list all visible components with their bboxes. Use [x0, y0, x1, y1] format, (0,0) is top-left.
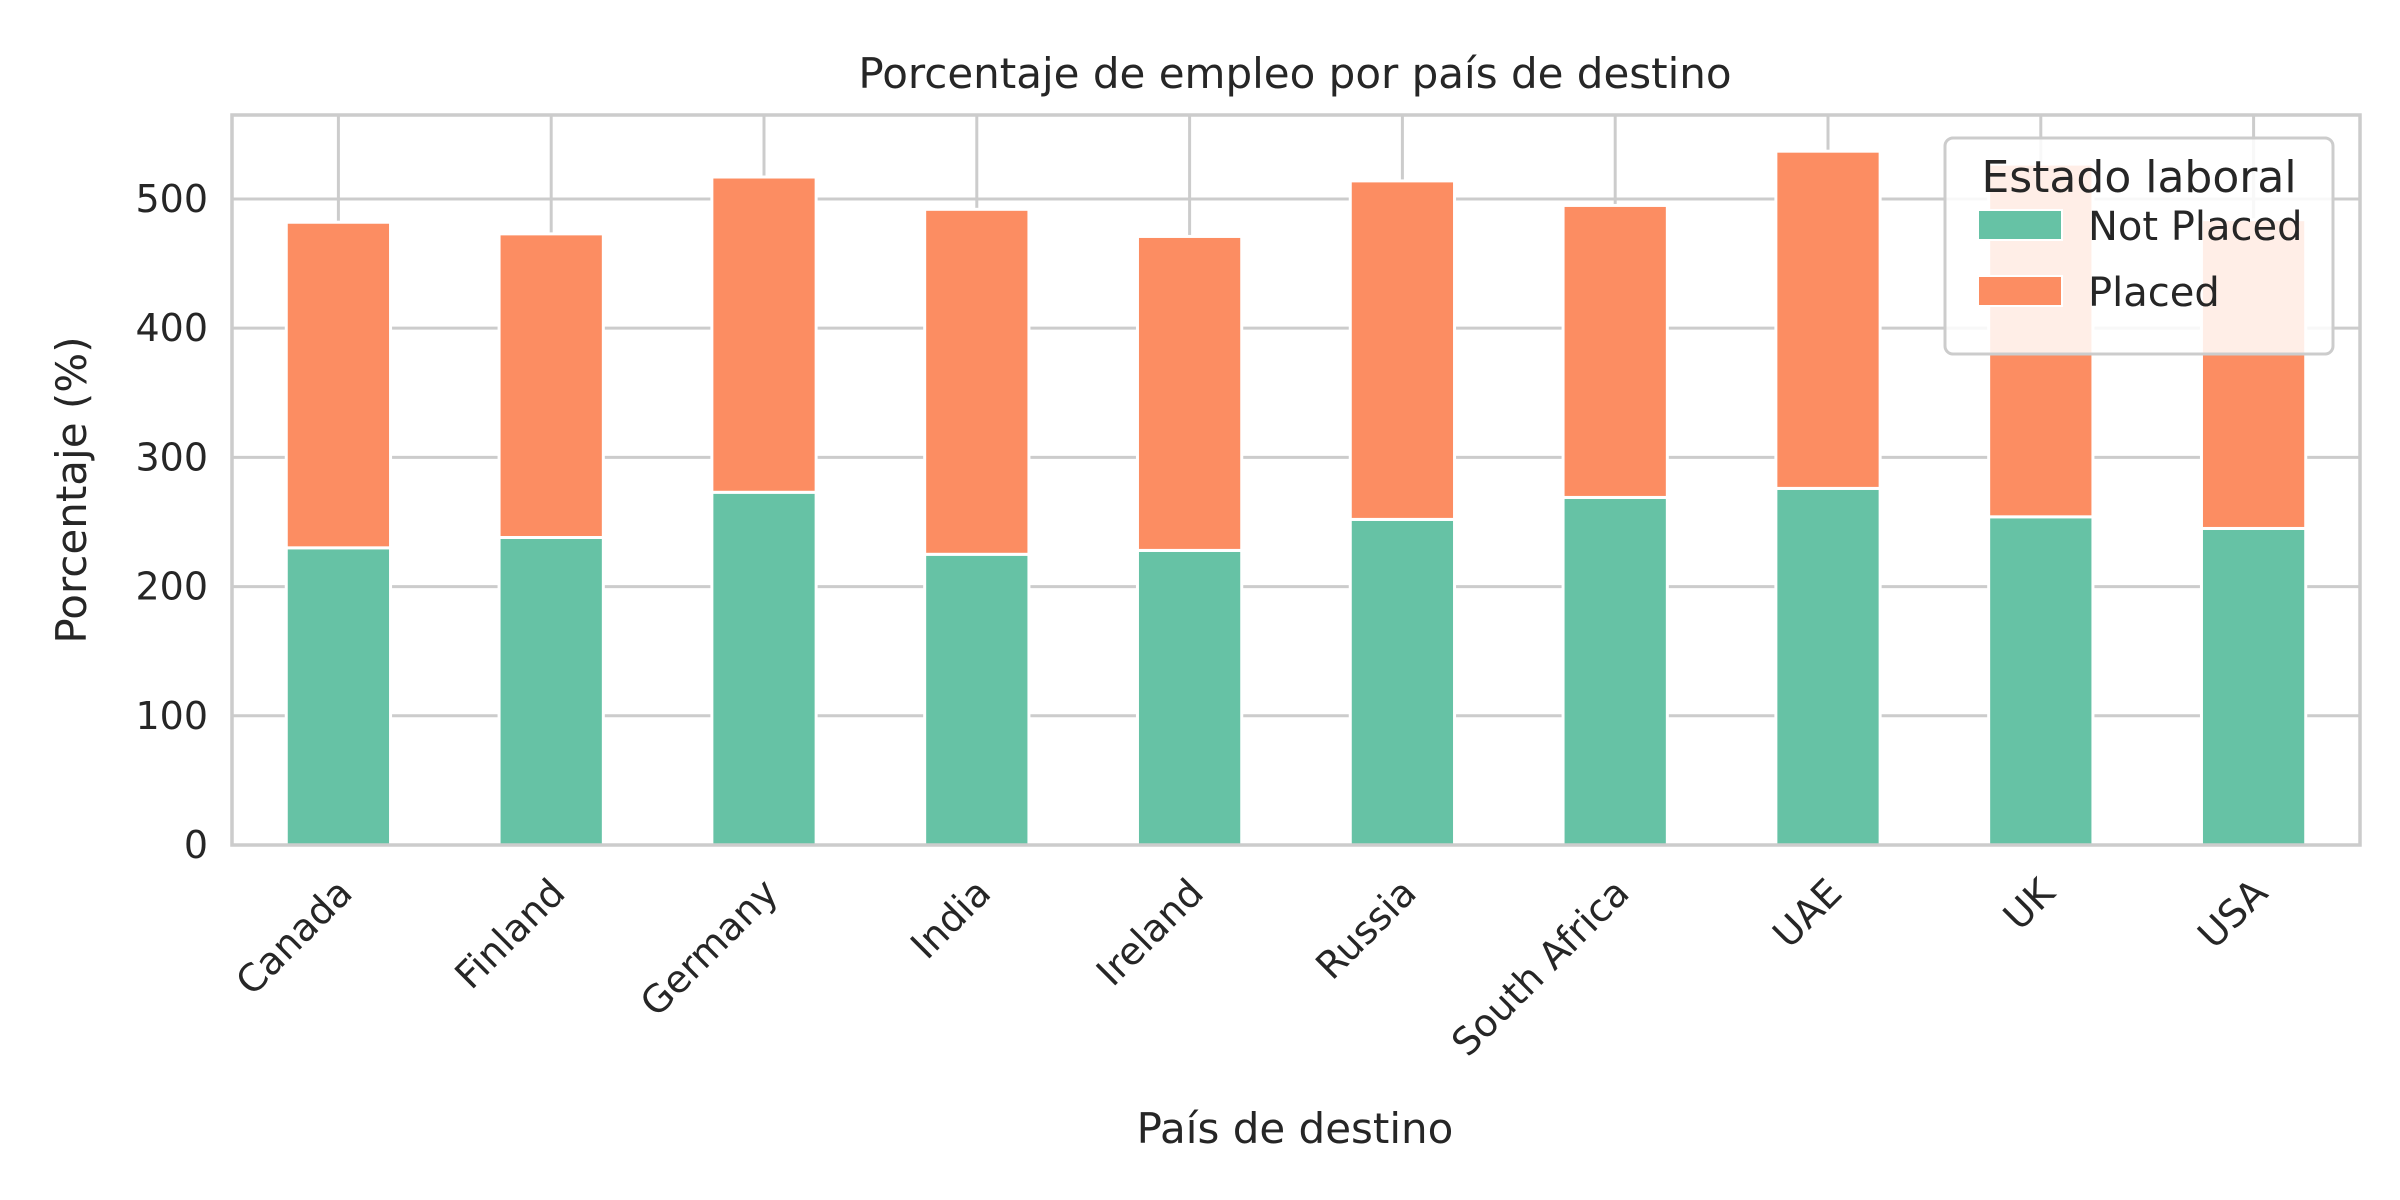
bar-placed [1774, 149, 1882, 490]
bar-placed [284, 220, 393, 550]
x-tick-label: Finland [446, 870, 573, 997]
x-tick-label: UK [1995, 869, 2064, 938]
y-tick-label: 200 [135, 565, 208, 609]
bar-not-placed [2199, 526, 2308, 847]
x-tick-labels: Canada Finland Germany India Ireland Russia So… [227, 869, 2276, 1064]
legend-swatch [1977, 209, 2063, 241]
x-tick-label: Russia [1307, 870, 1425, 988]
x-tick-label: UAE [1764, 870, 1850, 956]
bar-not-placed [1348, 517, 1457, 847]
bar-not-placed [1135, 548, 1244, 847]
chart-title: Porcentaje de empleo por país de destino [858, 49, 1731, 98]
bar-placed [1561, 203, 1669, 499]
y-tick-label: 400 [135, 306, 208, 350]
bar-placed [923, 207, 1031, 556]
legend-entry: Placed [2088, 270, 2220, 316]
legend-entry: Not Placed [2088, 204, 2303, 250]
plot-frame [230, 113, 2362, 847]
y-tick-labels: 0 100 200 300 400 500 [135, 177, 208, 867]
x-tick-label: Germany [632, 870, 787, 1025]
x-axis-label: País de destino [1137, 1104, 1454, 1153]
bar-not-placed [284, 546, 393, 847]
bar-placed [710, 175, 818, 494]
y-axis-label: Porcentaje (%) [47, 336, 96, 643]
bar-not-placed [1987, 515, 2095, 847]
bar-placed [1348, 179, 1457, 521]
bar-not-placed [923, 552, 1031, 847]
x-tick-label: Canada [227, 870, 360, 1003]
y-tick-label: 300 [135, 435, 208, 479]
x-tick-label: Ireland [1088, 870, 1212, 994]
x-tick-label: South Africa [1443, 870, 1637, 1064]
y-tick-label: 0 [184, 823, 208, 867]
y-tick-label: 500 [135, 177, 208, 221]
x-tick-label: India [902, 870, 999, 967]
bar-not-placed [1774, 486, 1882, 847]
legend-swatch [1977, 275, 2063, 307]
bar-placed [1135, 234, 1244, 552]
bar-not-placed [497, 535, 605, 847]
y-tick-label: 100 [135, 694, 208, 738]
legend-title: Estado laboral [1981, 152, 2296, 203]
x-tick-label: USA [2189, 870, 2276, 957]
legend: Estado laboral Not Placed Placed [1943, 136, 2335, 356]
bars [284, 149, 2308, 847]
bar-placed [497, 232, 605, 539]
bar-not-placed [1561, 495, 1669, 847]
bar-not-placed [710, 490, 818, 847]
